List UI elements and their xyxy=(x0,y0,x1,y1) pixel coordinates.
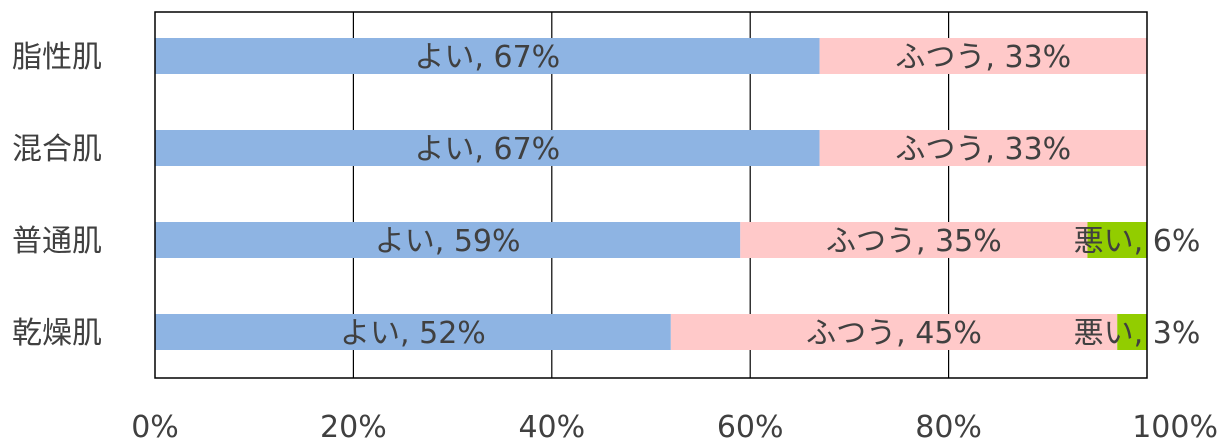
data-label: 悪い, 3% xyxy=(1074,316,1201,351)
category-label: 混合肌 xyxy=(12,132,102,167)
bar-segment xyxy=(1117,314,1147,350)
bar-segment xyxy=(670,314,1118,350)
data-labels: よい, 67% ふつう, 33% よい, 67% ふつう, 33% よい, 59% ふつう… xyxy=(340,40,1200,351)
bar-segment xyxy=(155,130,820,166)
data-label: よい, 67% xyxy=(414,132,560,167)
bar-segment xyxy=(155,38,820,74)
data-label: よい, 52% xyxy=(340,316,486,351)
plot-area-frame xyxy=(154,11,1148,379)
data-label: ふつう, 33% xyxy=(895,132,1071,167)
category-label: 乾燥肌 xyxy=(12,316,102,351)
x-tick-label: 40% xyxy=(518,410,585,445)
bar-segment xyxy=(1087,222,1147,258)
x-tick-label: 60% xyxy=(717,410,784,445)
data-label: よい, 59% xyxy=(375,224,521,259)
category-label: 普通肌 xyxy=(12,224,102,259)
category-label: 脂性肌 xyxy=(12,40,102,75)
x-tick-label: 20% xyxy=(320,410,387,445)
bar-segment xyxy=(155,314,671,350)
x-tick-label: 0% xyxy=(131,410,179,445)
x-tick-label: 80% xyxy=(915,410,982,445)
x-tick-label: 100% xyxy=(1132,410,1218,445)
bar-segments xyxy=(155,38,1147,350)
data-label: 悪い, 6% xyxy=(1074,224,1201,259)
data-label: よい, 67% xyxy=(414,40,560,75)
bar-segment xyxy=(819,130,1147,166)
data-label: ふつう, 33% xyxy=(895,40,1071,75)
bar-segment xyxy=(819,38,1147,74)
data-label: ふつう, 45% xyxy=(806,316,982,351)
x-tick-labels: 0% 20% 40% 60% 80% 100% xyxy=(131,410,1218,445)
bar-segment xyxy=(155,222,741,258)
data-label: ふつう, 35% xyxy=(826,224,1002,259)
bar-segment xyxy=(740,222,1088,258)
